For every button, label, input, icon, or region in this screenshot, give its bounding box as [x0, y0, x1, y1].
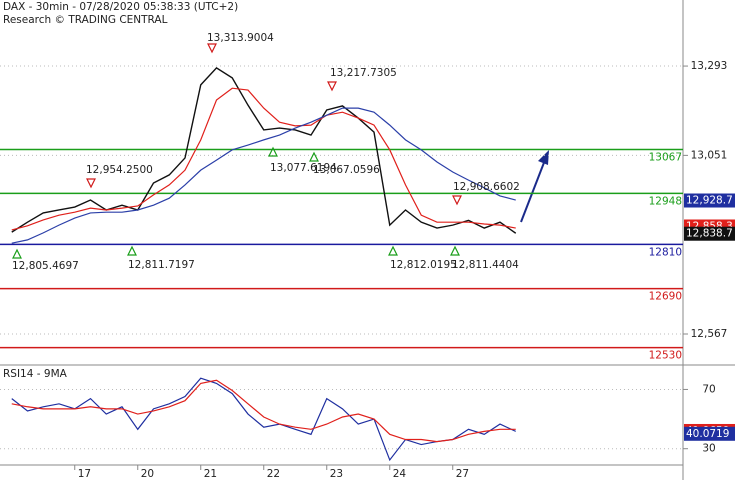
series-line	[11, 107, 516, 244]
x-tick-label: 21	[204, 468, 217, 480]
last-value-label: 12,928.7	[686, 195, 733, 207]
level-label: 12530	[649, 350, 682, 362]
annotation-marker	[12, 248, 22, 259]
level-label: 13067	[649, 151, 682, 163]
annotation-marker	[452, 195, 462, 206]
annotation: 13,217.7305	[330, 67, 397, 79]
x-tick-label: 17	[78, 468, 91, 480]
x-tick-label: 24	[393, 468, 407, 480]
annotation-marker	[388, 245, 398, 256]
series-line	[11, 377, 517, 462]
annotation: 12,908.6602	[453, 181, 520, 193]
x-tick-label: 20	[141, 468, 154, 480]
x-tick-label: 23	[330, 468, 343, 480]
last-value-box	[684, 426, 735, 441]
annotation: 13,067.0596	[313, 164, 380, 176]
annotation-marker	[309, 151, 319, 162]
annotation-marker	[207, 43, 217, 54]
y-tick-label: 13,051	[691, 149, 728, 161]
y-tick-label: 13,293	[691, 60, 728, 72]
annotation-marker	[127, 245, 137, 256]
annotation: 12,805.4697	[12, 260, 79, 272]
x-tick-label: 22	[267, 468, 280, 480]
series-line	[11, 87, 516, 231]
arrow-shaft	[520, 159, 546, 223]
level-label: 12948	[649, 195, 682, 207]
x-tick-label: 27	[456, 468, 469, 480]
series-line	[11, 379, 516, 443]
y-tick-label: 30	[702, 443, 715, 455]
annotation: 12,954.2500	[86, 164, 153, 176]
y-tick-label: 12,567	[691, 328, 728, 340]
rsi-title: RSI14 - 9MA	[3, 368, 68, 380]
chart-subtitle: Research © TRADING CENTRAL	[3, 14, 168, 26]
last-value-box	[684, 226, 735, 241]
last-value-label: 12,838.7	[686, 228, 733, 240]
last-value-label: 40.0719	[686, 428, 729, 440]
annotation: 12,811.7197	[128, 259, 195, 271]
level-label: 12810	[649, 246, 682, 258]
last-value-box	[684, 193, 735, 208]
annotation-marker	[86, 178, 96, 189]
trend-arrow	[520, 150, 549, 223]
annotation-marker	[327, 81, 337, 92]
annotation: 12,812.0195	[390, 259, 457, 271]
annotation-marker	[450, 245, 460, 256]
arrow-head	[538, 150, 549, 165]
annotation-marker	[268, 146, 278, 157]
annotation: 13,313.9004	[207, 32, 274, 44]
level-label: 12690	[649, 291, 682, 303]
annotation: 12,811.4404	[452, 259, 519, 271]
annotation: 13,077.6194	[270, 162, 337, 174]
y-tick-label: 70	[702, 383, 715, 395]
series-line	[11, 67, 517, 234]
chart-title: DAX - 30min - 07/28/2020 05:38:33 (UTC+2…	[3, 1, 238, 13]
